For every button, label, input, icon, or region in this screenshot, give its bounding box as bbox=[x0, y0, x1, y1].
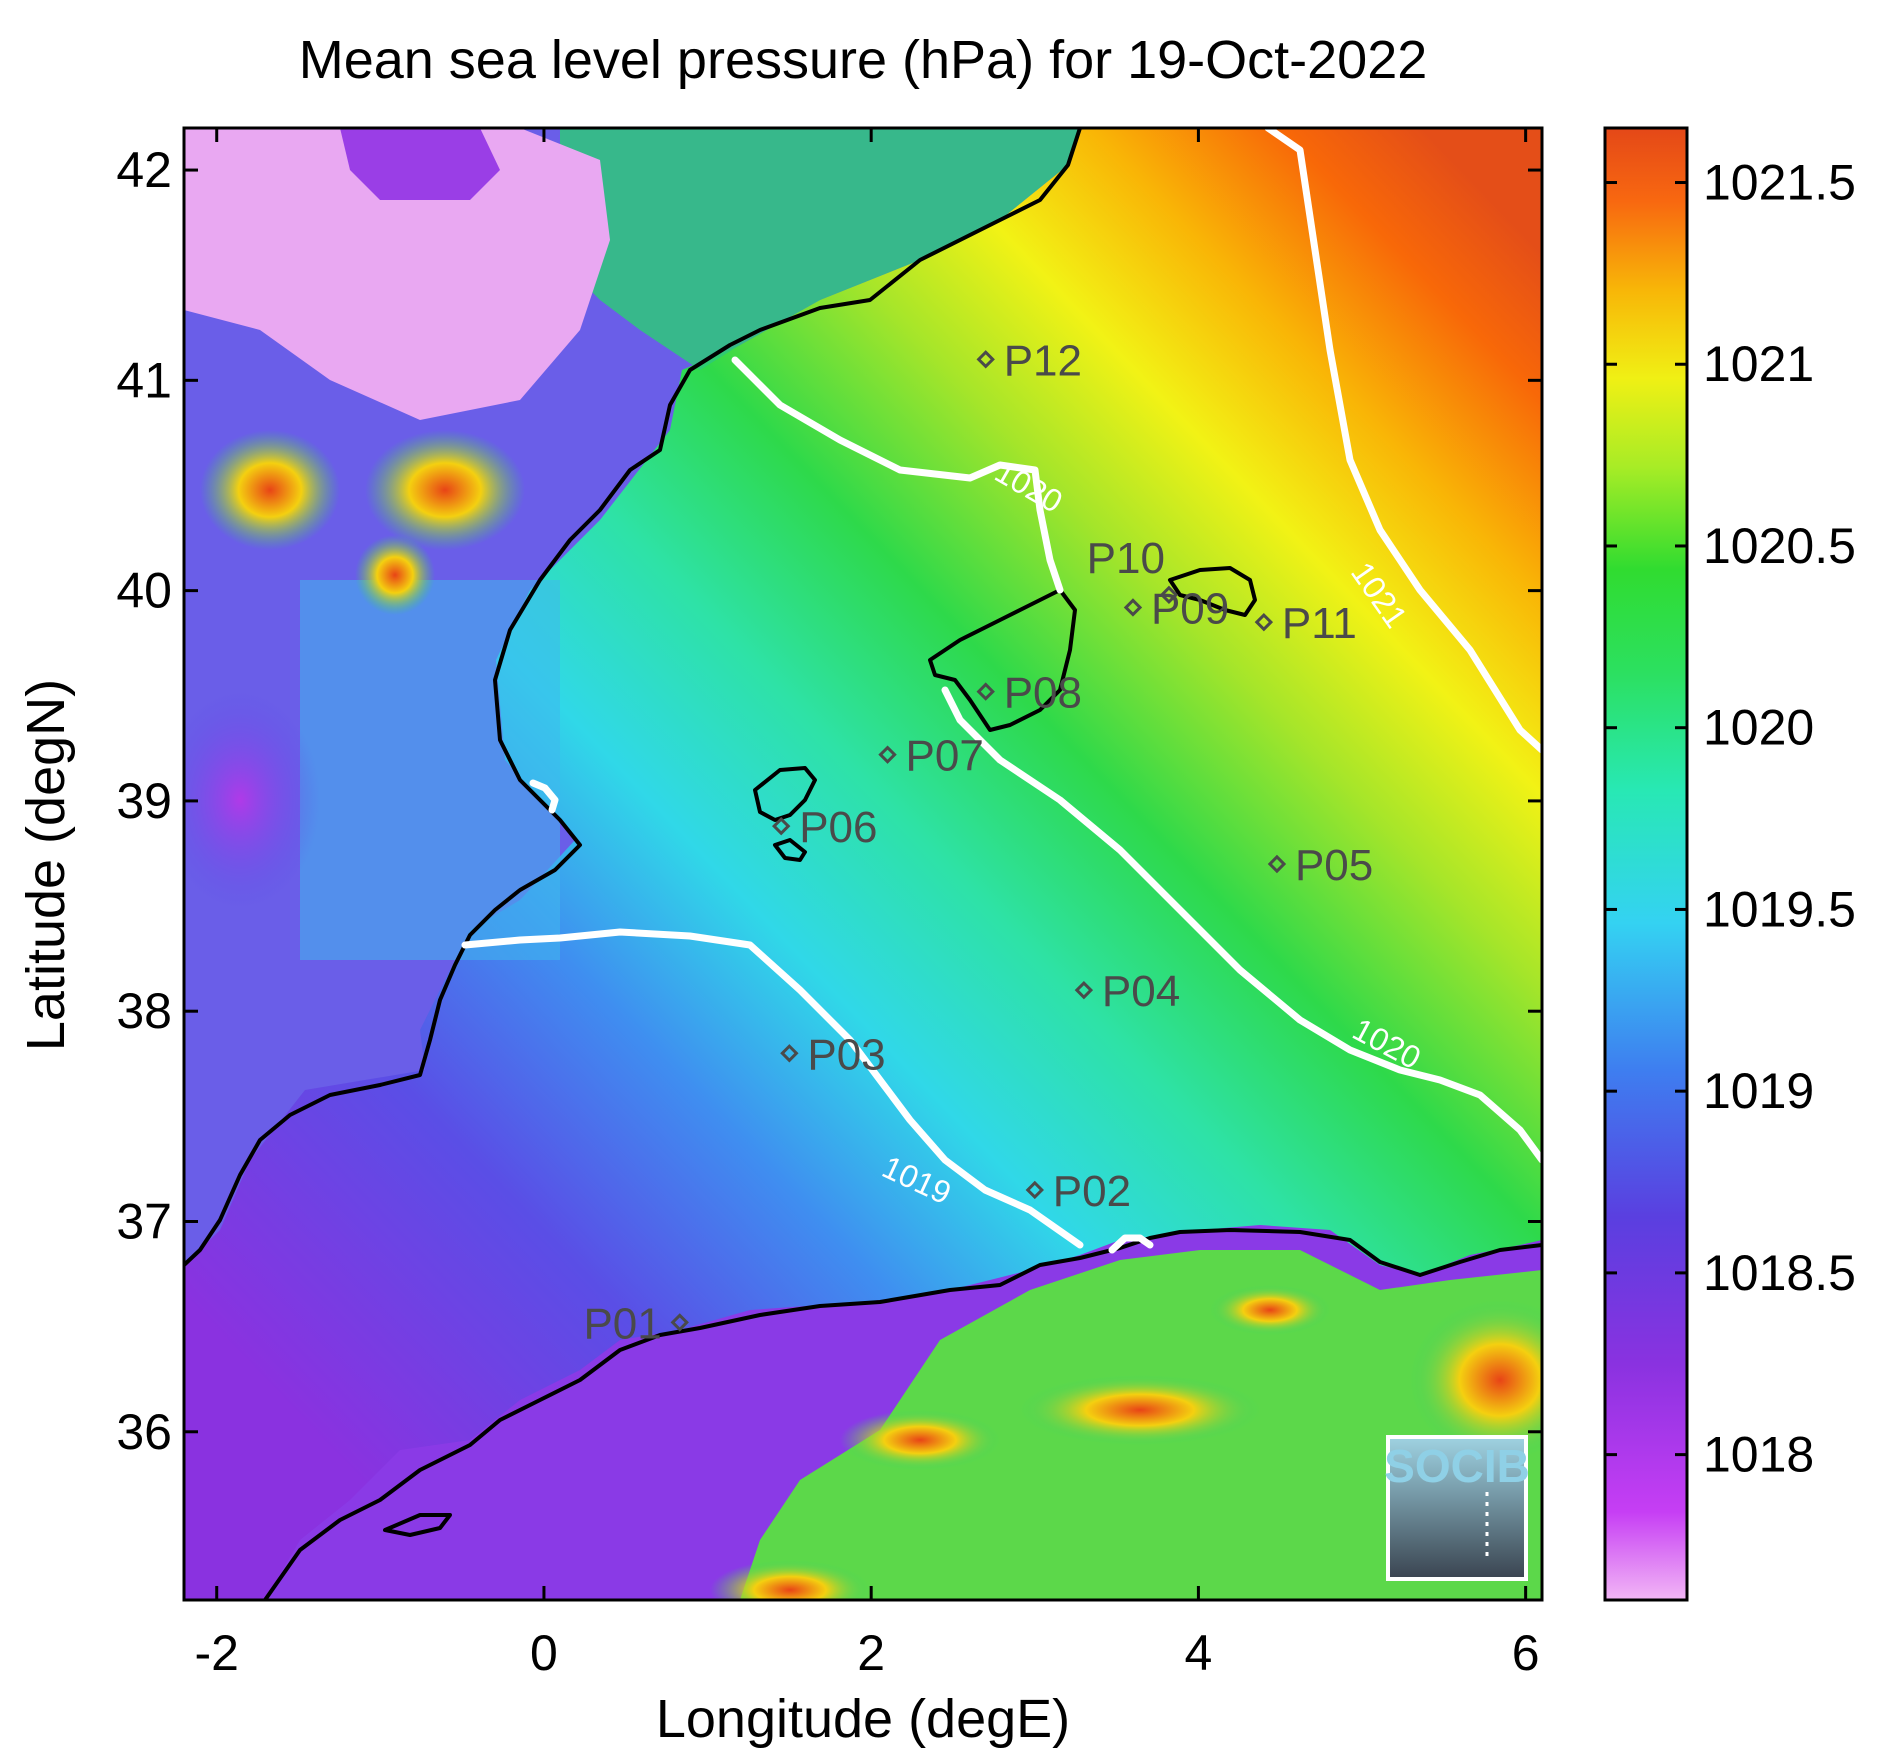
station-p07: P07 bbox=[878, 732, 984, 781]
colorbar-tick-label: 1019 bbox=[1703, 1063, 1814, 1119]
station-p10: P10 bbox=[1087, 534, 1179, 605]
station-marker-icon bbox=[1254, 612, 1274, 632]
colorbar-tick-label: 1021 bbox=[1703, 336, 1814, 392]
y-tick-label: 42 bbox=[116, 142, 172, 198]
station-marker-icon bbox=[976, 682, 995, 701]
station-marker-icon bbox=[670, 1313, 689, 1332]
station-p01: P01 bbox=[583, 1299, 689, 1348]
pressure-high-cell-3 bbox=[355, 535, 435, 615]
coastlines bbox=[184, 128, 1542, 1600]
x-tick-label: 4 bbox=[1185, 1625, 1213, 1681]
x-tick-label: -2 bbox=[194, 1625, 238, 1681]
station-marker-icon bbox=[780, 1044, 799, 1063]
colorbar-gradient bbox=[1603, 126, 1689, 1602]
y-tick-label: 37 bbox=[116, 1193, 172, 1249]
station-label: P04 bbox=[1102, 967, 1180, 1016]
station-p05: P05 bbox=[1267, 841, 1373, 890]
station-marker-icon bbox=[1025, 1180, 1044, 1200]
x-tick-label: 2 bbox=[857, 1625, 885, 1681]
colorbar-tick-label: 1018.5 bbox=[1703, 1245, 1856, 1301]
station-label: P01 bbox=[583, 1299, 661, 1348]
y-tick-label: 40 bbox=[116, 563, 172, 619]
y-tick-label: 39 bbox=[116, 773, 172, 829]
station-marker-icon bbox=[1123, 598, 1143, 617]
colorbar-tick-label: 1020 bbox=[1703, 700, 1814, 756]
station-p02: P02 bbox=[1025, 1167, 1131, 1216]
station-marker-icon bbox=[772, 816, 791, 836]
colorbar-tick-label: 1021.5 bbox=[1703, 155, 1856, 211]
station-marker-icon bbox=[1074, 980, 1094, 1000]
plot-frame bbox=[182, 126, 1544, 1602]
station-label: P06 bbox=[799, 803, 877, 852]
colorbar-ticks: 1018 1018.5 1019 1019.5 1020 1020.5 1021 1021.5 bbox=[1605, 155, 1856, 1483]
coastline-formentera bbox=[773, 838, 807, 862]
station-p08: P08 bbox=[976, 669, 1082, 718]
y-tick-label: 36 bbox=[116, 1404, 172, 1460]
isobar-contours bbox=[461, 128, 1542, 1254]
station-p04: P04 bbox=[1074, 967, 1180, 1016]
land-iberia-north-purple bbox=[340, 128, 500, 200]
colorbar: 1018 1018.5 1019 1019.5 1020 1020.5 1021 1021.5 bbox=[1603, 126, 1856, 1602]
land-iberia-coastal-green bbox=[560, 128, 1080, 370]
socib-logo-box bbox=[1386, 1435, 1528, 1581]
colorbar-tick-label: 1020.5 bbox=[1703, 518, 1856, 574]
coastline-iberia bbox=[184, 128, 1082, 1267]
station-p03: P03 bbox=[780, 1030, 886, 1079]
pressure-high-africa-2 bbox=[1020, 1375, 1260, 1445]
station-label: P08 bbox=[1004, 669, 1082, 718]
station-p11: P11 bbox=[1254, 599, 1357, 648]
station-label: P03 bbox=[807, 1030, 885, 1079]
station-label: P10 bbox=[1087, 534, 1165, 583]
socib-logo-text: SOCIB bbox=[1384, 1440, 1530, 1492]
x-tick-label: 0 bbox=[530, 1625, 558, 1681]
station-marker-icon bbox=[878, 745, 897, 764]
pressure-high-cell-2 bbox=[365, 430, 525, 550]
station-label: P05 bbox=[1295, 841, 1373, 890]
colorbar-tick-label: 1018 bbox=[1703, 1427, 1814, 1483]
coastline-north-africa bbox=[263, 1228, 1542, 1600]
station-p12: P12 bbox=[976, 336, 1082, 385]
y-axis-label: Latitude (degN) bbox=[16, 679, 76, 1051]
x-axis-label: Longitude (degE) bbox=[656, 1689, 1070, 1749]
isobar-west-fragment bbox=[529, 779, 559, 814]
pressure-high-cell-1 bbox=[200, 430, 340, 550]
chart-title: Mean sea level pressure (hPa) for 19-Oct… bbox=[299, 30, 1428, 90]
pressure-high-africa-3 bbox=[840, 1410, 1000, 1470]
isobar-1019 bbox=[461, 928, 1084, 1249]
pressure-high-africa-5 bbox=[1210, 1285, 1330, 1335]
y-tick-label: 41 bbox=[116, 352, 172, 408]
station-label: P12 bbox=[1004, 336, 1082, 385]
land-iberia-cyan-band bbox=[300, 580, 560, 960]
station-marker-icon bbox=[1267, 854, 1287, 874]
y-axis-ticks: 36 37 38 39 40 41 42 bbox=[116, 142, 1542, 1460]
x-tick-label: 6 bbox=[1512, 1625, 1540, 1681]
station-p06: P06 bbox=[772, 803, 877, 852]
station-label: P11 bbox=[1282, 599, 1357, 648]
coastline-ibiza bbox=[753, 766, 817, 822]
station-marker-icon bbox=[976, 350, 995, 369]
station-marker-icon bbox=[1159, 585, 1179, 605]
isobar-1020-north bbox=[731, 356, 1064, 594]
coastline-menorca bbox=[1168, 566, 1257, 617]
socib-logo: SOCIB bbox=[1384, 1435, 1530, 1581]
station-label: P02 bbox=[1053, 1167, 1131, 1216]
coastline-mallorca bbox=[928, 588, 1077, 732]
isobar-1019-small-loop bbox=[1108, 1234, 1154, 1254]
y-tick-label: 38 bbox=[116, 983, 172, 1039]
station-label: P07 bbox=[906, 732, 984, 781]
isobar-1021 bbox=[1264, 128, 1542, 754]
map-plot-area bbox=[184, 128, 1542, 1600]
land-iberia-north-pink bbox=[184, 128, 610, 420]
colorbar-tick-label: 1019.5 bbox=[1703, 881, 1856, 937]
pressure-high-africa-1 bbox=[1410, 1300, 1542, 1460]
x-axis-ticks: -2 0 2 4 6 bbox=[194, 128, 1540, 1681]
pressure-low-cell bbox=[184, 690, 320, 910]
pressure-high-africa-4 bbox=[710, 1560, 870, 1600]
isobar-1020-south bbox=[941, 686, 1542, 1164]
coastline-alboran bbox=[383, 1513, 452, 1537]
station-label: P09 bbox=[1151, 584, 1229, 633]
